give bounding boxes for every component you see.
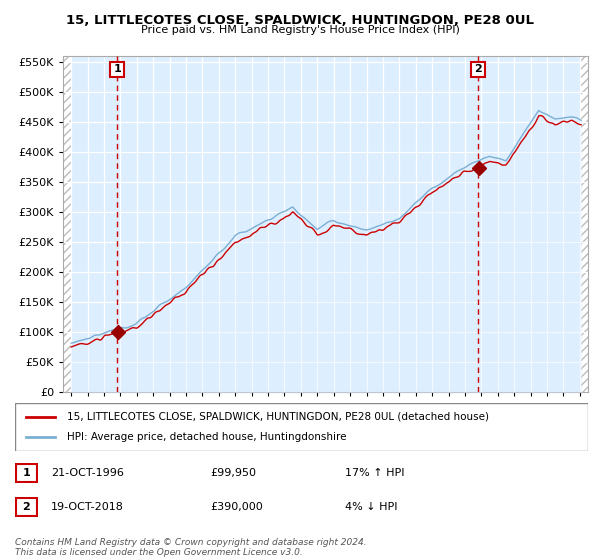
Text: Contains HM Land Registry data © Crown copyright and database right 2024.
This d: Contains HM Land Registry data © Crown c… <box>15 538 367 557</box>
FancyBboxPatch shape <box>16 464 37 482</box>
Text: 1: 1 <box>23 468 30 478</box>
Text: 1: 1 <box>113 64 121 74</box>
FancyBboxPatch shape <box>15 403 588 451</box>
Text: 2: 2 <box>474 64 482 74</box>
Text: £99,950: £99,950 <box>210 468 256 478</box>
Text: 2: 2 <box>23 502 30 512</box>
Text: £390,000: £390,000 <box>210 502 263 512</box>
Text: Price paid vs. HM Land Registry's House Price Index (HPI): Price paid vs. HM Land Registry's House … <box>140 25 460 35</box>
Text: 21-OCT-1996: 21-OCT-1996 <box>51 468 124 478</box>
Text: HPI: Average price, detached house, Huntingdonshire: HPI: Average price, detached house, Hunt… <box>67 432 346 442</box>
Text: 17% ↑ HPI: 17% ↑ HPI <box>345 468 404 478</box>
Text: 15, LITTLECOTES CLOSE, SPALDWICK, HUNTINGDON, PE28 0UL: 15, LITTLECOTES CLOSE, SPALDWICK, HUNTIN… <box>66 14 534 27</box>
Text: 19-OCT-2018: 19-OCT-2018 <box>51 502 124 512</box>
Text: 4% ↓ HPI: 4% ↓ HPI <box>345 502 398 512</box>
FancyBboxPatch shape <box>16 498 37 516</box>
Text: 15, LITTLECOTES CLOSE, SPALDWICK, HUNTINGDON, PE28 0UL (detached house): 15, LITTLECOTES CLOSE, SPALDWICK, HUNTIN… <box>67 412 488 422</box>
